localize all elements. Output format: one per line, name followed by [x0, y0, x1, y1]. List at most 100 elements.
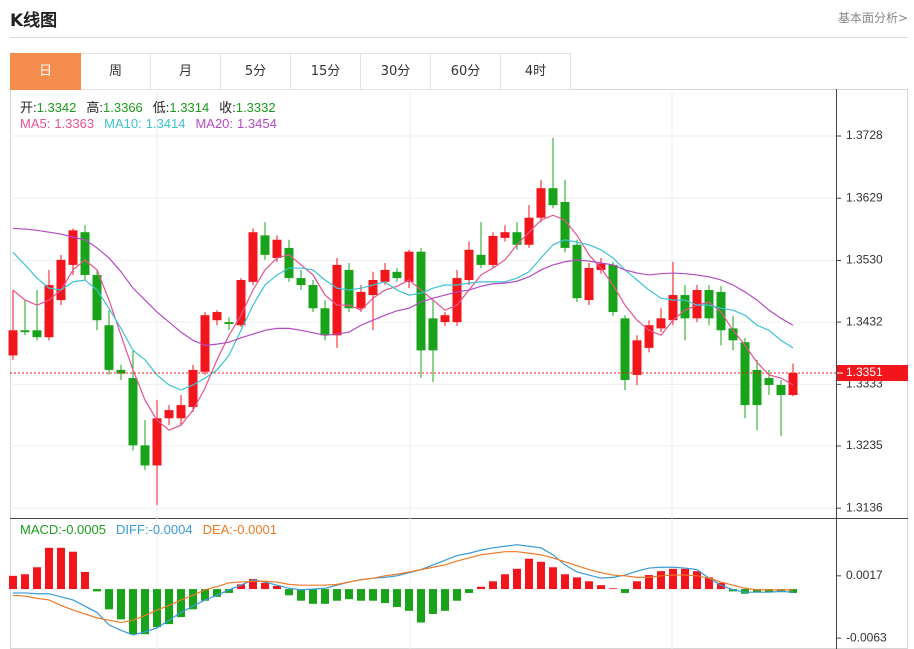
- macd-bar: [129, 589, 137, 635]
- y-tick-label: 1.3235: [846, 438, 883, 452]
- candle-body: [548, 188, 558, 206]
- macd-bar: [681, 568, 689, 590]
- legend-item: DEA:-0.0001: [203, 522, 277, 537]
- candle-body: [164, 410, 174, 419]
- period-tab[interactable]: 日: [10, 53, 81, 90]
- candle-body: [596, 263, 606, 270]
- macd-bar: [705, 577, 713, 590]
- legend-name: DIFF:: [115, 522, 149, 537]
- macd-bar: [273, 585, 281, 590]
- candle-body: [416, 251, 426, 351]
- macd-bar: [669, 568, 677, 590]
- macd-bar: [69, 551, 77, 590]
- ohlc-value: 1.3332: [235, 100, 276, 115]
- candle-body: [428, 318, 438, 351]
- macd-bar: [621, 589, 629, 593]
- candle-body: [212, 312, 222, 321]
- period-tab[interactable]: 15分: [291, 53, 361, 90]
- macd-bar: [393, 589, 401, 607]
- legend-name: MA5:: [20, 116, 51, 131]
- fundamental-link[interactable]: 基本面分析>: [837, 11, 908, 25]
- candle-body: [128, 378, 138, 446]
- candle-body: [368, 279, 378, 296]
- legend-value: 1.3454: [237, 116, 277, 131]
- macd-bar: [525, 558, 533, 590]
- candle-body: [320, 308, 330, 336]
- macd-bar: [357, 589, 365, 601]
- macd-bar: [417, 589, 425, 623]
- macd-bar: [321, 589, 329, 604]
- macd-legend: MACD:-0.0005 DIFF:-0.0004 DEA:-0.0001: [20, 522, 287, 537]
- period-tab[interactable]: 5分: [221, 53, 291, 90]
- macd-bar: [657, 571, 665, 590]
- chart-frame: [10, 89, 908, 649]
- macd-bar: [693, 571, 701, 590]
- ohlc-label: 高:: [86, 100, 104, 115]
- period-tab[interactable]: 月: [151, 53, 221, 90]
- candle-body: [728, 328, 738, 341]
- candle-body: [344, 269, 354, 309]
- candle-body: [440, 315, 450, 323]
- candle-body: [560, 202, 570, 248]
- candle-body: [656, 318, 666, 329]
- candle-body: [668, 295, 678, 321]
- macd-bar: [777, 589, 785, 593]
- macd-bar: [489, 581, 497, 590]
- candle-body: [572, 244, 582, 299]
- macd-bar: [753, 589, 761, 593]
- macd-bar: [45, 547, 53, 590]
- period-tab[interactable]: 60分: [431, 53, 501, 90]
- macd-bar: [225, 589, 233, 593]
- macd-bar: [249, 578, 257, 590]
- ohlc-label: 收:: [219, 100, 236, 115]
- legend-name: MA10:: [104, 116, 142, 131]
- macd-line: [12, 551, 793, 624]
- legend-item: MA5: 1.3363: [20, 116, 94, 131]
- candle-body: [44, 285, 54, 338]
- legend-value: -0.0001: [232, 522, 278, 537]
- legend-name: MACD:: [20, 522, 62, 537]
- y-tick-label: 0.0017: [846, 568, 883, 582]
- macd-bar: [141, 589, 149, 635]
- candle-body: [20, 330, 30, 333]
- ohlc-item: 高:1.3366: [86, 100, 142, 115]
- candle-body: [452, 278, 462, 323]
- y-tick-label: 1.3629: [846, 190, 883, 204]
- period-tab[interactable]: 30分: [361, 53, 431, 90]
- candle-body: [680, 295, 690, 319]
- macd-bar: [153, 589, 161, 628]
- legend-item: MA10: 1.3414: [104, 116, 185, 131]
- ohlc-item: 开:1.3342: [20, 100, 76, 115]
- candle-body: [68, 230, 78, 265]
- macd-bar: [177, 589, 185, 618]
- candle-body: [152, 418, 162, 466]
- macd-bar: [609, 588, 617, 590]
- macd-bar: [513, 568, 521, 590]
- legend-name: MA20:: [195, 116, 234, 131]
- macd-bar: [585, 581, 593, 590]
- macd-bar: [717, 582, 725, 590]
- macd-bar: [345, 589, 353, 600]
- macd-bar: [645, 575, 653, 590]
- macd-bar: [309, 589, 317, 604]
- ohlc-label: 开:: [20, 100, 37, 115]
- macd-bar: [465, 589, 473, 593]
- macd-bar: [237, 584, 245, 590]
- macd-bar: [501, 574, 509, 590]
- ohlc-value: 1.3366: [103, 100, 143, 115]
- macd-bar: [561, 574, 569, 590]
- ohlc-info: 开:1.3342 高:1.3366 低:1.3314 收:1.3332: [20, 97, 286, 116]
- macd-bar: [537, 561, 545, 590]
- ohlc-item: 低:1.3314: [153, 100, 209, 115]
- legend-item: MA20: 1.3454: [195, 116, 276, 131]
- macd-bar: [405, 589, 413, 611]
- macd-bar: [789, 589, 797, 593]
- candle-body: [488, 235, 498, 265]
- macd-bar: [261, 582, 269, 590]
- candle-body: [104, 325, 114, 370]
- period-tab[interactable]: 4时: [501, 53, 571, 90]
- legend-item: MACD:-0.0005: [20, 522, 106, 537]
- macd-bar: [285, 589, 293, 596]
- period-tab[interactable]: 周: [81, 53, 151, 90]
